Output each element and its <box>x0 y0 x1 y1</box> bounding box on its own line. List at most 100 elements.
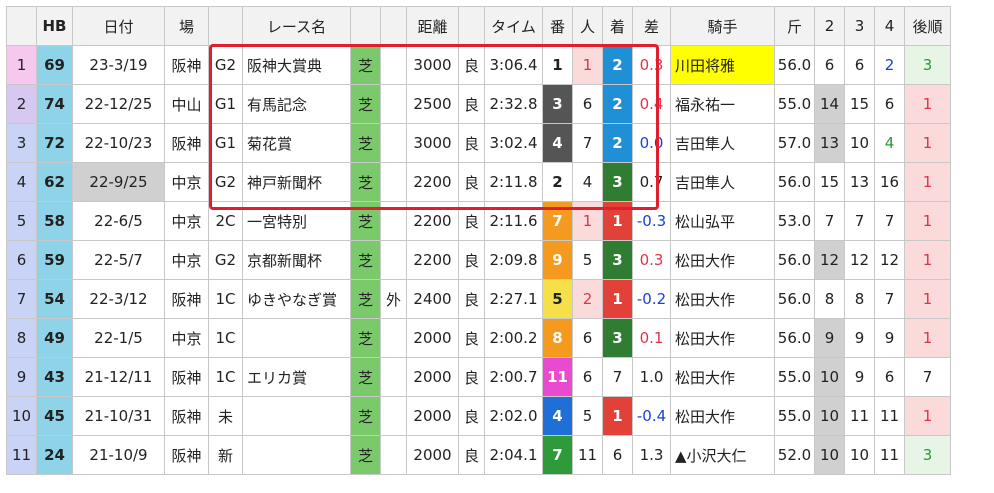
race-date: 22-5/7 <box>72 240 165 280</box>
corner-4: 7 <box>874 279 905 319</box>
surface: 芝 <box>350 162 381 202</box>
race-grade: G1 <box>208 84 243 124</box>
race-time: 2:00.7 <box>484 357 543 397</box>
race-date: 22-12/25 <box>72 84 165 124</box>
row-index: 7 <box>6 279 37 319</box>
weight: 56.0 <box>774 240 815 280</box>
track-extra: 外 <box>380 279 407 319</box>
popularity: 11 <box>572 435 603 475</box>
track-condition: 良 <box>458 201 485 241</box>
popularity: 7 <box>572 123 603 163</box>
weight: 52.0 <box>774 435 815 475</box>
corner-2: 10 <box>814 396 845 436</box>
finish-position: 7 <box>602 357 633 397</box>
race-name: ゆきやなぎ賞 <box>242 279 351 319</box>
header-surface <box>350 6 381 46</box>
surface: 芝 <box>350 318 381 358</box>
track-condition: 良 <box>458 357 485 397</box>
weight: 55.0 <box>774 84 815 124</box>
popularity: 6 <box>572 357 603 397</box>
corner-4: 11 <box>874 396 905 436</box>
late-rank: 1 <box>904 162 951 202</box>
track-condition: 良 <box>458 240 485 280</box>
track-condition: 良 <box>458 162 485 202</box>
hb-value: 69 <box>36 45 73 85</box>
race-date: 23-3/19 <box>72 45 165 85</box>
jockey-name: 川田将雅 <box>670 45 775 85</box>
margin: -0.4 <box>632 396 671 436</box>
popularity: 6 <box>572 318 603 358</box>
table-row: 2 74 22-12/25 中山 G1 有馬記念芝 2500 良 2:32.8 3 6 2 0.4 福永祐… <box>6 84 951 124</box>
header-hb: HB <box>36 6 73 46</box>
header-race-name: レース名 <box>242 6 351 46</box>
margin: 0.1 <box>632 318 671 358</box>
table-row: 4 62 22-9/25 中京 G2 神戸新聞杯芝 2200 良 2:11.8 2 4 3 0.7 吉田隼… <box>6 162 951 202</box>
header-jockey: 騎手 <box>670 6 775 46</box>
popularity: 4 <box>572 162 603 202</box>
surface: 芝 <box>350 279 381 319</box>
venue: 中京 <box>164 318 209 358</box>
margin: 1.3 <box>632 435 671 475</box>
venue: 阪神 <box>164 357 209 397</box>
header-time: タイム <box>484 6 543 46</box>
late-rank: 1 <box>904 396 951 436</box>
race-time: 3:02.4 <box>484 123 543 163</box>
finish-position: 3 <box>602 240 633 280</box>
corner-4: 2 <box>874 45 905 85</box>
table-row: 11 24 21-10/9 阪神新芝 2000 良 2:04.1 7 11 6 1.3 ▲小沢大仁 52… <box>6 435 951 475</box>
finish-position: 3 <box>602 318 633 358</box>
popularity: 5 <box>572 240 603 280</box>
corner-3: 7 <box>844 201 875 241</box>
header-late-rank: 後順 <box>904 6 951 46</box>
weight: 55.0 <box>774 396 815 436</box>
weight: 56.0 <box>774 318 815 358</box>
track-condition: 良 <box>458 123 485 163</box>
horse-number: 4 <box>542 396 573 436</box>
track-extra <box>380 123 407 163</box>
race-grade: G2 <box>208 162 243 202</box>
race-grade: G2 <box>208 240 243 280</box>
race-date: 21-10/31 <box>72 396 165 436</box>
race-name: エリカ賞 <box>242 357 351 397</box>
hb-value: 45 <box>36 396 73 436</box>
weight: 57.0 <box>774 123 815 163</box>
race-grade: 1C <box>208 279 243 319</box>
track-extra <box>380 435 407 475</box>
header-corner-4: 4 <box>874 6 905 46</box>
finish-position: 2 <box>602 84 633 124</box>
surface: 芝 <box>350 123 381 163</box>
popularity: 1 <box>572 45 603 85</box>
venue: 中山 <box>164 84 209 124</box>
jockey-name: 松田大作 <box>670 318 775 358</box>
distance: 2000 <box>406 396 459 436</box>
header-idx <box>6 6 37 46</box>
late-rank: 3 <box>904 45 951 85</box>
corner-4: 6 <box>874 357 905 397</box>
margin: 0.7 <box>632 162 671 202</box>
row-index: 6 <box>6 240 37 280</box>
finish-position: 2 <box>602 45 633 85</box>
race-name: 菊花賞 <box>242 123 351 163</box>
row-index: 11 <box>6 435 37 475</box>
header-track-extra <box>380 6 407 46</box>
row-index: 9 <box>6 357 37 397</box>
table-row: 10 45 21-10/31 阪神未芝 2000 良 2:02.0 4 5 1 -0.4 松田大作 55… <box>6 396 951 436</box>
finish-position: 1 <box>602 279 633 319</box>
late-rank: 1 <box>904 84 951 124</box>
jockey-name: 吉田隼人 <box>670 123 775 163</box>
margin: -0.3 <box>632 201 671 241</box>
hb-value: 62 <box>36 162 73 202</box>
header-date: 日付 <box>72 6 165 46</box>
race-name <box>242 435 351 475</box>
header-weight: 斤 <box>774 6 815 46</box>
venue: 阪神 <box>164 45 209 85</box>
horse-number: 11 <box>542 357 573 397</box>
corner-3: 15 <box>844 84 875 124</box>
table-row: 6 59 22-5/7 中京 G2 京都新聞杯芝 2200 良 2:09.8 9 5 3 0.3 松田大作… <box>6 240 951 280</box>
header-row: HB 日付場レース名 距離 タイム番人着差騎手斤 2 3 4 後順 <box>6 6 951 46</box>
corner-4: 11 <box>874 435 905 475</box>
table-row: 7 54 22-3/12 阪神 1C ゆきやなぎ賞芝外 2400 良 2:27.1 5 2 1 -0.2… <box>6 279 951 319</box>
track-extra <box>380 240 407 280</box>
race-name: 一宮特別 <box>242 201 351 241</box>
